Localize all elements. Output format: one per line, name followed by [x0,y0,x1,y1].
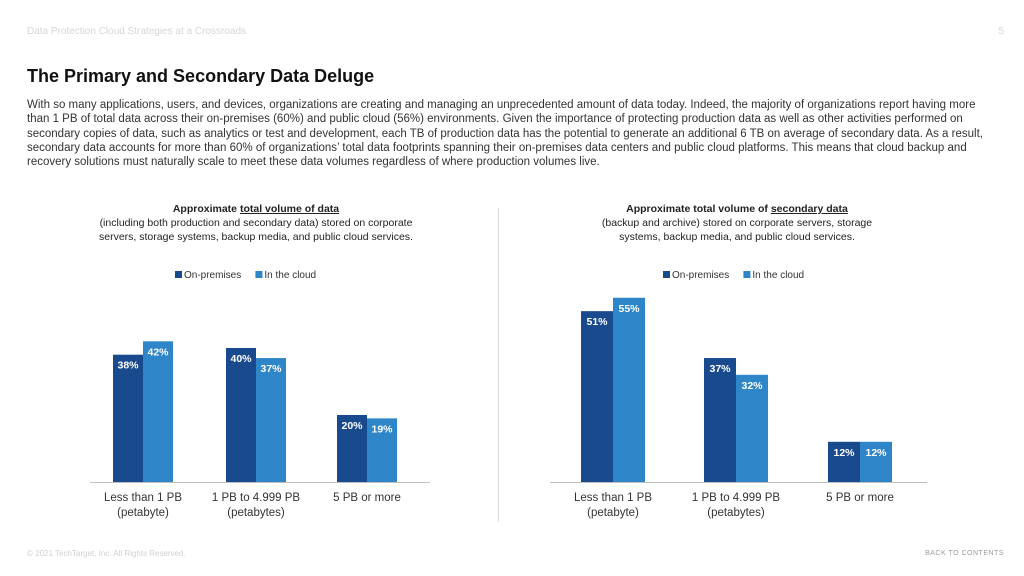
caption-lead-prefix: Approximate total volume of [626,203,771,215]
copyright: © 2021 TechTarget, Inc. All Rights Reser… [27,549,186,558]
legend-label-in-the-cloud: In the cloud [264,270,316,281]
data-label: 19% [371,423,393,435]
legend: On-premises In the cloud [175,270,316,281]
category-label: (petabyte) [587,507,639,519]
data-label: 40% [230,353,252,365]
category-label: 5 PB or more [333,492,401,504]
legend: On-premises In the cloud [663,270,804,281]
bar-on-premises-1 [704,358,736,482]
legend-swatch-in-the-cloud [743,271,751,278]
category-label: 1 PB to 4.999 PB [212,492,301,504]
data-label: 37% [260,363,282,375]
legend-swatch-on-premises [663,271,670,278]
chart-caption-total: Approximate total volume of data (includ… [40,202,472,244]
bar-in-the-cloud-0 [143,341,173,482]
bar-on-premises-0 [113,354,143,482]
document-title: Data Protection Cloud Strategies at a Cr… [27,26,246,37]
chart-divider [498,208,499,522]
bar-in-the-cloud-2 [367,418,397,482]
caption-lead-underlined: secondary data [770,203,848,215]
data-label: 20% [341,420,363,432]
category-label: 1 PB to 4.999 PB [692,492,781,504]
category-label: Less than 1 PB [104,492,182,504]
page-title: The Primary and Secondary Data Deluge [27,66,375,86]
caption-line-2: servers, storage systems, backup media, … [99,231,413,243]
data-label: 12% [865,447,887,459]
back-to-contents-link[interactable]: BACK TO CONTENTS [925,550,1004,557]
data-label: 42% [147,346,169,358]
page-number: 5 [998,26,1004,37]
caption-line-1: (including both production and secondary… [99,217,413,229]
data-label: 55% [618,303,640,315]
bar-in-the-cloud-0 [613,297,645,482]
bar-in-the-cloud-1 [256,358,286,482]
bar-on-premises-0 [581,311,613,482]
legend-swatch-in-the-cloud [255,271,263,278]
category-label: (petabyte) [117,507,169,519]
legend-label-on-premises: On-premises [184,270,241,281]
legend-swatch-on-premises [175,271,182,278]
bar-on-premises-1 [226,348,256,482]
category-label: 5 PB or more [826,492,894,504]
data-label: 12% [833,447,855,459]
legend-label-in-the-cloud: In the cloud [752,270,804,281]
caption-lead-prefix: Approximate [172,203,240,215]
caption-lead-underlined: total volume of data [239,203,340,215]
intro-paragraph: With so many applications, users, and de… [27,99,983,169]
bar-chart-secondary-volume: On-premises In the cloud 51% 55% Less than 1… [550,270,927,519]
bar-chart-total-volume: On-premises In the cloud 38% 42% Less than 1… [90,270,430,519]
bar-in-the-cloud-2 [860,441,892,482]
data-label: 37% [709,363,731,375]
caption-line-1: (backup and archive) stored on corporate… [601,217,873,229]
data-label: 32% [741,380,763,392]
chart-caption-secondary: Approximate total volume of secondary da… [515,202,959,244]
category-label: Less than 1 PB [574,492,652,504]
bar-on-premises-2 [337,415,367,482]
category-label: (petabytes) [707,507,765,519]
bar-on-premises-2 [828,441,860,482]
caption-line-2: systems, backup media, and public cloud … [619,231,855,243]
category-label: (petabytes) [227,507,285,519]
bar-in-the-cloud-1 [736,374,768,482]
data-label: 38% [117,360,139,372]
data-label: 51% [586,316,608,328]
legend-label-on-premises: On-premises [672,270,729,281]
